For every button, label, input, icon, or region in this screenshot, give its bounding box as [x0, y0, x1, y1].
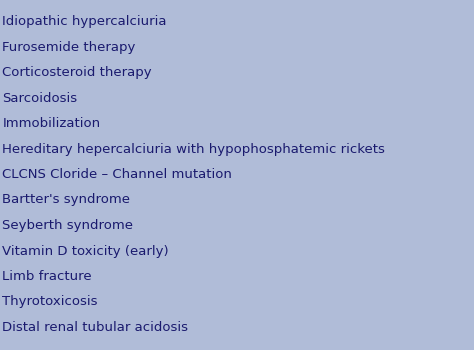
Text: Immobilization: Immobilization [2, 117, 100, 130]
Text: Distal renal tubular acidosis: Distal renal tubular acidosis [2, 321, 188, 334]
Text: Hereditary hepercalciuria with hypophosphatemic rickets: Hereditary hepercalciuria with hypophosp… [2, 142, 385, 155]
Text: Limb fracture: Limb fracture [2, 270, 92, 283]
Text: Bartter's syndrome: Bartter's syndrome [2, 194, 130, 206]
Text: CLCNS Cloride – Channel mutation: CLCNS Cloride – Channel mutation [2, 168, 232, 181]
Text: Sarcoidosis: Sarcoidosis [2, 91, 77, 105]
Text: Corticosteroid therapy: Corticosteroid therapy [2, 66, 152, 79]
Text: Idiopathic hypercalciuria: Idiopathic hypercalciuria [2, 15, 167, 28]
Text: Furosemide therapy: Furosemide therapy [2, 41, 136, 54]
Text: Vitamin D toxicity (early): Vitamin D toxicity (early) [2, 245, 169, 258]
Text: Seyberth syndrome: Seyberth syndrome [2, 219, 133, 232]
Text: Thyrotoxicosis: Thyrotoxicosis [2, 295, 98, 308]
